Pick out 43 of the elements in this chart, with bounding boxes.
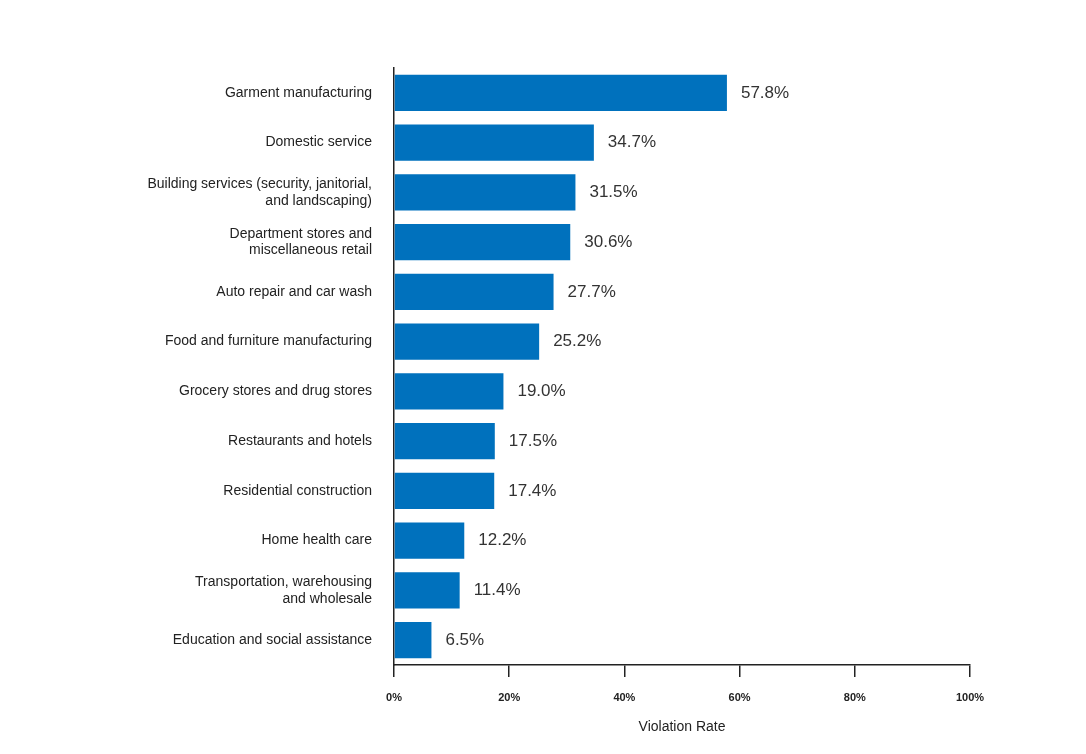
y-tick-label: Building services (security, janitorial, and landscaping) (147, 174, 372, 208)
bar (394, 323, 540, 360)
bar (394, 74, 727, 112)
bar (394, 124, 594, 161)
y-tick-label: Grocery stores and drug stores (179, 382, 372, 399)
bar (394, 373, 504, 410)
y-tick-label: Department stores and miscellaneous retail (229, 224, 372, 258)
data-label: 17.4% (508, 480, 557, 500)
y-tick-label: Auto repair and car wash (216, 282, 372, 299)
x-axis-title: Violation Rate (638, 718, 726, 735)
y-tick-label: Food and furniture manufacturing (164, 332, 372, 349)
x-tick-label: 0% (386, 690, 403, 703)
bar (394, 174, 576, 211)
data-label: 25.2% (553, 331, 602, 351)
y-tick-label: Restaurants and hotels (228, 431, 372, 448)
data-label: 27.7% (567, 281, 616, 301)
data-label: 31.5% (589, 182, 638, 202)
y-tick-label: Domestic service (265, 133, 373, 150)
data-label: 19.0% (517, 381, 566, 401)
bar (394, 522, 465, 559)
y-tick-label: Home health care (261, 531, 373, 548)
bar (394, 223, 571, 261)
x-tick-label: 20% (498, 690, 521, 703)
x-tick-label: 100% (955, 690, 985, 703)
data-label: 12.2% (478, 530, 527, 550)
data-label: 11.4% (473, 580, 521, 600)
data-label: 34.7% (607, 132, 657, 152)
bar (394, 621, 432, 659)
bar (394, 422, 495, 460)
bar (394, 472, 495, 510)
y-tick-label: Residential construction (223, 481, 372, 498)
data-label: 17.5% (508, 430, 557, 450)
data-label: 57.8% (740, 82, 790, 102)
y-tick-label: Transportation, warehousing and wholesale (195, 572, 373, 606)
x-tick-label: 60% (728, 690, 751, 703)
y-tick-label: Garment manufacturing (224, 83, 372, 100)
data-label: 30.6% (584, 231, 633, 251)
bar (394, 273, 554, 311)
data-label: 6.5% (445, 629, 485, 649)
x-tick-label: 80% (843, 690, 867, 703)
bar (394, 572, 460, 609)
x-tick-label: 40% (613, 690, 636, 703)
y-tick-label: Education and social assistance (172, 630, 373, 647)
